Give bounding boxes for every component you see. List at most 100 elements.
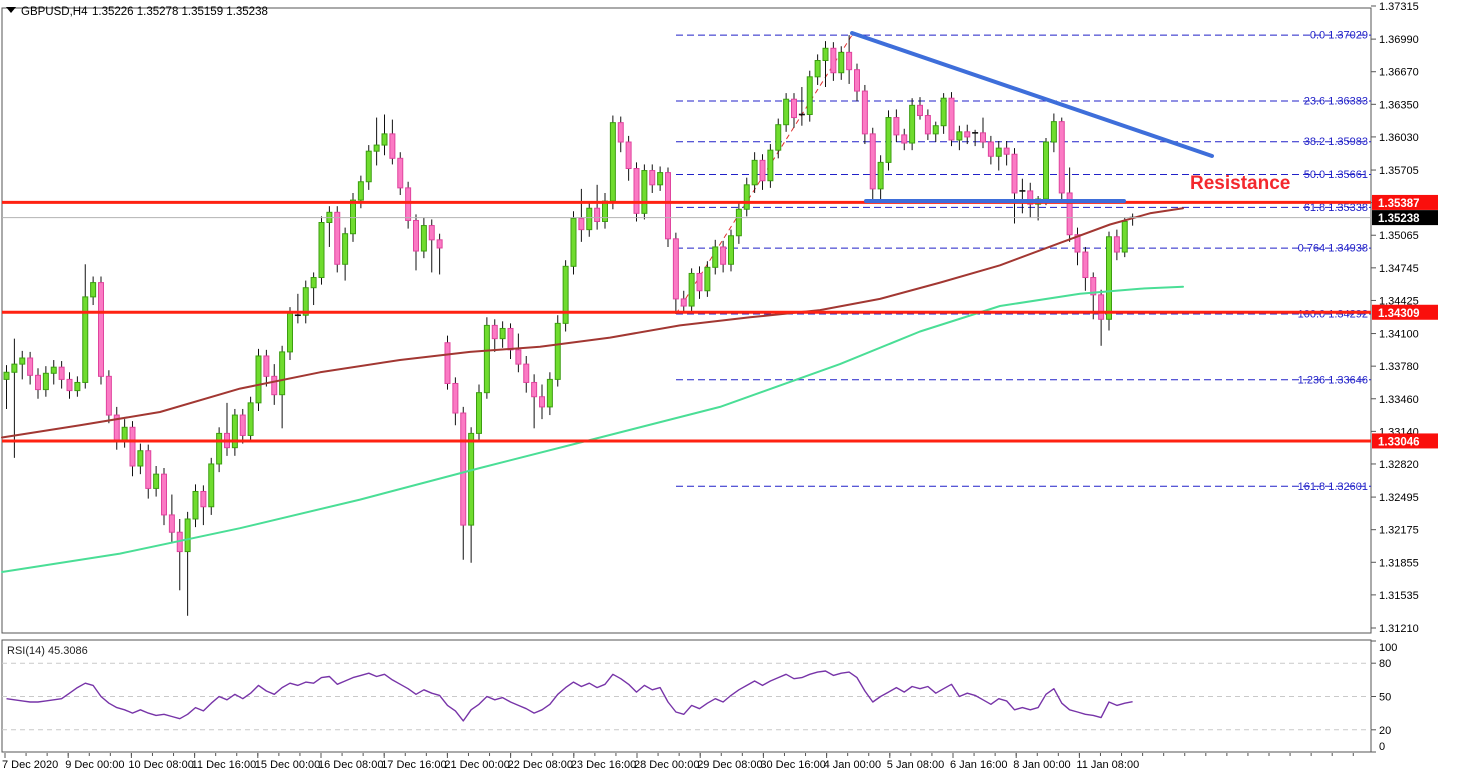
price-axis[interactable]: 1.37315 1.36990 1.36670 1.36350 1.36030 1.357… xyxy=(1371,1,1419,635)
bear-candle xyxy=(428,225,435,241)
bear-candle xyxy=(672,238,679,300)
bull-candle xyxy=(302,287,309,316)
bull-candle xyxy=(318,222,325,279)
price-axis-label: 1.36030 xyxy=(1379,132,1419,144)
bull-candle xyxy=(546,378,553,408)
bull-candle xyxy=(255,355,262,404)
bear-candle xyxy=(791,98,797,119)
bull-candle xyxy=(310,277,317,289)
bull-candle xyxy=(342,233,349,265)
chart-title-symbol: GBPUSD,H4 xyxy=(21,6,88,18)
moving-average-lines xyxy=(1,207,1184,573)
bear-candle xyxy=(200,490,207,508)
pane-divider[interactable] xyxy=(2,634,1371,639)
time-axis-label: 5 Jan 08:00 xyxy=(887,759,945,771)
bear-candle xyxy=(1074,234,1081,253)
bull-candle xyxy=(184,518,191,553)
bull-candle xyxy=(728,235,734,265)
bull-candle xyxy=(50,366,57,374)
fib-level-label: 50.0 1.35661 xyxy=(1304,169,1368,181)
bull-candle xyxy=(90,282,97,298)
bear-candle xyxy=(980,132,986,143)
rsi-axis-label: 20 xyxy=(1379,725,1391,737)
bull-candle xyxy=(885,117,892,163)
bull-candle xyxy=(357,181,364,201)
fib-level-label: 61.8 1.35338 xyxy=(1304,202,1368,214)
bull-candle xyxy=(806,76,813,116)
price-tag xyxy=(1372,304,1438,320)
price-axis-label: 1.36670 xyxy=(1379,67,1419,79)
bull-candle xyxy=(932,125,939,135)
price-tag-label: 1.35238 xyxy=(1378,213,1420,225)
bull-candle xyxy=(704,266,711,292)
bear-candle xyxy=(66,378,73,392)
bear-candle xyxy=(1098,294,1105,320)
bull-candle xyxy=(909,104,916,144)
price-axis-label: 1.31210 xyxy=(1379,623,1419,635)
price-axis-label: 1.32175 xyxy=(1379,525,1419,537)
time-axis-label: 8 Jan 00:00 xyxy=(1013,759,1070,771)
bull-candle xyxy=(877,161,884,190)
bear-candle xyxy=(1003,147,1010,155)
fib-level-label: 100.0 1.34292 xyxy=(1298,308,1368,320)
bull-candle xyxy=(609,122,616,202)
descending-resistance-line[interactable] xyxy=(850,30,1214,158)
time-axis-label: 9 Dec 00:00 xyxy=(65,759,124,771)
bull-candle xyxy=(657,172,664,186)
bear-candle xyxy=(854,69,860,92)
bull-candle xyxy=(783,98,790,126)
price-tag-label: 1.34309 xyxy=(1378,308,1420,320)
bull-candle xyxy=(153,473,160,489)
bear-candle xyxy=(1113,236,1120,253)
price-tag xyxy=(1372,194,1438,210)
bull-candle xyxy=(420,225,427,252)
bear-candle xyxy=(1027,190,1034,205)
time-axis-label: 11 Jan 08:00 xyxy=(1076,759,1139,771)
bull-candle xyxy=(476,392,482,434)
bear-candle xyxy=(720,246,727,265)
bull-candle xyxy=(137,450,144,467)
bull-candle xyxy=(1050,121,1057,143)
bull-candle xyxy=(42,372,49,391)
bear-candle xyxy=(523,363,530,383)
red-horizontal-lines[interactable] xyxy=(2,200,1371,443)
bear-candle xyxy=(861,90,868,135)
bull-candle xyxy=(373,144,380,152)
bear-candle xyxy=(105,375,112,416)
bear-candle xyxy=(539,396,545,408)
bull-candle xyxy=(1121,220,1128,253)
ma-fast-green xyxy=(1,285,1184,573)
bear-candle xyxy=(271,375,278,396)
fib-level-label: 0.0 1.37029 xyxy=(1310,30,1368,42)
bull-candle xyxy=(940,97,947,127)
bear-candle xyxy=(334,211,341,265)
time-axis-label: 7 Dec 2020 xyxy=(2,759,58,771)
bull-candle xyxy=(381,133,388,146)
bear-candle xyxy=(27,357,34,376)
fibonacci-retracement[interactable]: 0.0 1.37029 23.6 1.36383 38.2 1.35983 50.0 … xyxy=(675,30,1371,493)
time-axis-label: 21 Dec 00:00 xyxy=(444,759,509,771)
bear-candle xyxy=(893,117,900,136)
fib-level-label: 1.236 1.33646 xyxy=(1298,374,1368,386)
main-price-pane[interactable] xyxy=(1,7,1372,634)
rsi-axis-label: 80 xyxy=(1379,658,1391,670)
bull-candle xyxy=(822,47,829,62)
bear-candle xyxy=(161,473,167,516)
triangle-down-icon[interactable] xyxy=(6,7,16,13)
resistance-annotation[interactable]: Resistance xyxy=(1190,173,1290,194)
ma-slow-maroon xyxy=(1,207,1184,439)
bull-candle xyxy=(586,207,593,231)
bear-candle xyxy=(444,342,451,384)
bear-candle xyxy=(129,426,136,467)
price-tag-label: 1.33046 xyxy=(1378,436,1420,448)
price-tag-label: 1.35387 xyxy=(1378,198,1420,210)
time-axis-label: 16 Dec 08:00 xyxy=(318,759,383,771)
bull-candle xyxy=(814,60,821,78)
price-tag xyxy=(1372,210,1438,226)
blue-trendlines[interactable] xyxy=(850,30,1214,204)
bear-candle xyxy=(35,374,41,391)
price-axis-label: 1.35705 xyxy=(1379,165,1419,177)
bull-candle xyxy=(562,265,569,324)
